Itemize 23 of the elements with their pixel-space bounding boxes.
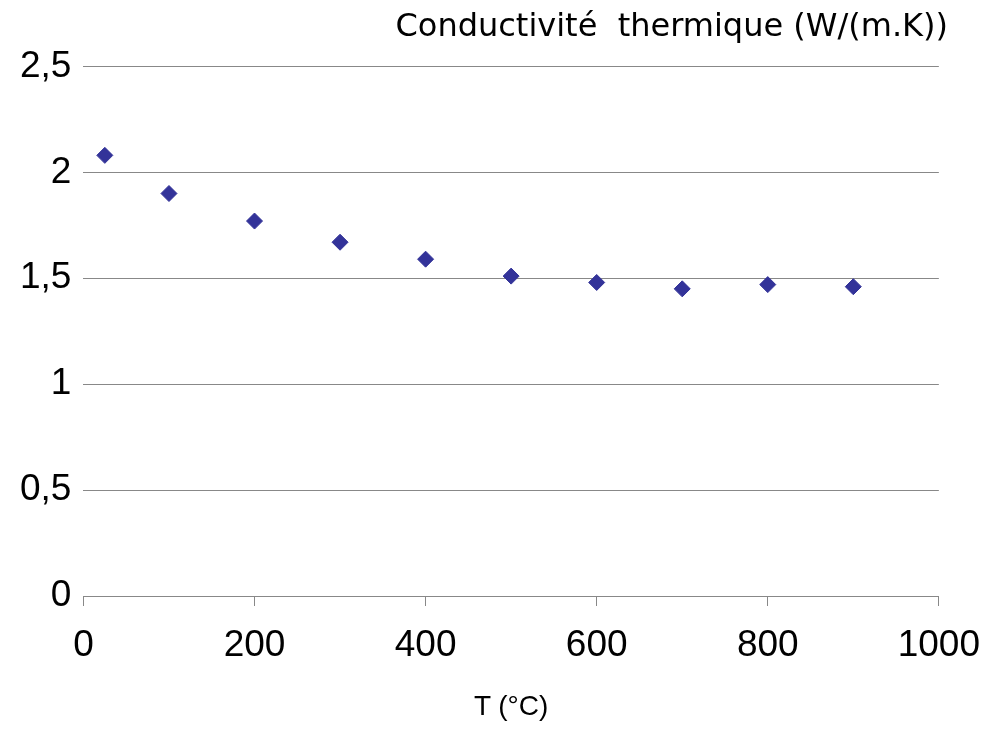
x-tick-label: 800 bbox=[736, 623, 799, 665]
x-axis-title: T (°C) bbox=[473, 689, 549, 721]
chart-title: Conductivité thermique (W/(m.K)) bbox=[395, 5, 948, 44]
point bbox=[246, 212, 264, 230]
y-tick-label: 2,5 bbox=[20, 43, 72, 85]
point bbox=[417, 250, 435, 268]
y-tick-label: 0 bbox=[50, 573, 72, 615]
point bbox=[588, 273, 606, 291]
point bbox=[331, 233, 349, 251]
point bbox=[844, 278, 862, 296]
point bbox=[96, 146, 114, 164]
y-tick-label: 0,5 bbox=[20, 467, 72, 509]
point bbox=[502, 267, 520, 285]
y-tick-label: 1,5 bbox=[20, 255, 72, 297]
x-tick-label: 200 bbox=[223, 623, 286, 665]
x-tick-label: 1000 bbox=[897, 623, 980, 665]
point bbox=[673, 280, 691, 298]
point bbox=[160, 185, 178, 202]
x-tick-label: 600 bbox=[565, 623, 628, 665]
y-tick-label: 1 bbox=[50, 361, 72, 403]
y-tick-label: 2 bbox=[50, 149, 72, 191]
point bbox=[759, 276, 777, 294]
x-tick-label: 400 bbox=[394, 623, 457, 665]
